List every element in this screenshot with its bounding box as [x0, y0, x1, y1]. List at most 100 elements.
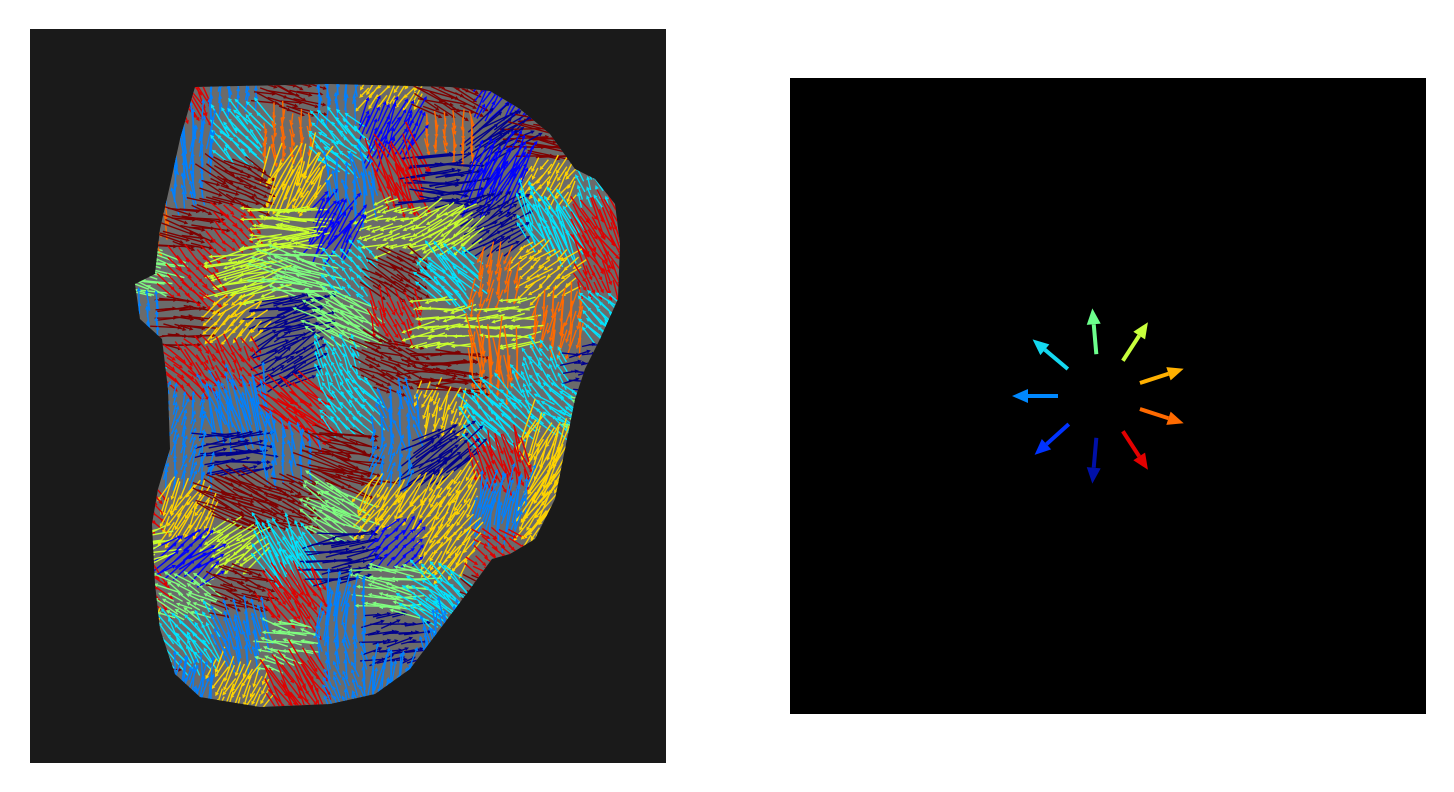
field-arrow-head [181, 160, 186, 165]
field-arrow-head [416, 285, 422, 290]
field-arrow-shaft [279, 205, 309, 214]
field-arrow-head [416, 267, 421, 272]
field-arrow-shaft [509, 255, 528, 270]
field-arrow-shaft [398, 168, 452, 180]
field-arrow-head [330, 221, 335, 226]
field-arrow-head [344, 112, 349, 117]
field-arrow-head [435, 106, 440, 111]
field-arrow-head [518, 255, 523, 259]
field-arrow-head [228, 97, 233, 103]
field-arrow-head [499, 221, 505, 226]
field-arrow-head [376, 209, 381, 214]
field-arrow-head [456, 270, 462, 275]
field-arrow-head [413, 105, 418, 111]
field-arrow-shaft [189, 230, 211, 242]
field-arrow-shaft [373, 106, 389, 137]
field-arrow-head [254, 247, 260, 252]
field-arrow-shaft [539, 181, 551, 200]
field-arrow-shaft [204, 238, 215, 251]
field-arrow-shaft [462, 144, 465, 164]
field-arrow-head [322, 227, 327, 232]
field-arrow-head [537, 203, 541, 208]
field-arrow-head [283, 257, 288, 261]
field-arrow-head [362, 219, 368, 223]
field-arrow-shaft [371, 439, 374, 452]
field-arrow-shaft [212, 196, 242, 205]
field-arrow-shaft [229, 110, 250, 133]
field-arrow-shaft [531, 193, 559, 230]
field-arrow-head [459, 160, 464, 165]
field-arrow-head [507, 117, 513, 122]
field-arrow-head [385, 218, 390, 222]
field-arrow-head [539, 165, 544, 171]
field-arrow-head [285, 216, 290, 221]
field-arrow-head [461, 246, 466, 251]
field-arrow-head [525, 222, 531, 226]
field-arrow-shaft [282, 96, 316, 107]
field-arrow-head [207, 98, 212, 103]
field-arrow-shaft [286, 268, 320, 279]
field-arrow-shaft [460, 206, 481, 216]
field-arrow-shaft [429, 212, 447, 224]
field-arrow-shaft [263, 122, 267, 132]
field-arrow-shaft [415, 84, 423, 89]
field-arrow-shaft [284, 187, 302, 211]
field-arrow-shaft [403, 216, 419, 221]
field-arrow-head [181, 151, 186, 156]
field-arrow-shaft [414, 93, 423, 108]
field-arrow-shaft [443, 117, 447, 137]
field-arrow-shaft [558, 207, 586, 252]
field-arrow-head [174, 169, 178, 174]
field-arrow-head [294, 103, 299, 108]
field-arrow-shaft [369, 94, 379, 107]
field-arrow-shaft [434, 126, 439, 146]
field-arrow-head [316, 84, 320, 89]
field-arrow-head [274, 274, 280, 279]
field-arrow-shaft [357, 117, 369, 144]
field-arrow-head [211, 149, 217, 154]
field-arrow-head [343, 96, 348, 101]
field-arrow-shaft [365, 109, 379, 135]
field-arrow-shaft [285, 165, 301, 198]
field-arrow-head [247, 111, 253, 117]
field-arrow-shaft [601, 206, 611, 228]
field-arrow-shaft [370, 162, 392, 200]
field-arrow-shaft [418, 243, 439, 264]
field-arrow-head [218, 102, 223, 107]
field-arrow-head [532, 175, 536, 181]
field-arrow-head [586, 186, 591, 191]
field-arrow-head [345, 226, 350, 231]
field-arrow-head [298, 252, 303, 257]
field-arrow-head [223, 126, 229, 131]
field-arrow-head [272, 210, 277, 215]
field-arrow-shaft [280, 100, 300, 104]
field-arrow-shaft [190, 173, 196, 197]
field-arrow-head [545, 255, 551, 260]
field-arrow-shaft [212, 137, 231, 160]
field-arrow-shaft [453, 146, 456, 162]
field-arrow-shaft [481, 170, 514, 218]
field-arrow-head [352, 94, 357, 99]
field-arrow-head [353, 125, 358, 130]
field-arrow-shaft [240, 230, 251, 241]
field-arrow-head [349, 219, 354, 225]
field-arrow-shaft [219, 210, 236, 225]
field-arrow-head [389, 245, 394, 250]
field-arrow-shaft [387, 130, 394, 150]
field-arrow-shaft [601, 260, 611, 282]
field-arrow-shaft [425, 128, 429, 144]
field-arrow-shaft [479, 265, 484, 277]
field-arrow-head [267, 244, 273, 249]
field-arrow-shaft [476, 106, 484, 119]
field-arrow-head [403, 127, 408, 133]
field-arrow-shaft [253, 257, 298, 272]
field-arrow-head [608, 281, 613, 286]
field-arrow-head [606, 269, 611, 274]
field-arrow-head [516, 221, 521, 227]
field-arrow-head [362, 214, 367, 219]
field-arrow-shaft [396, 255, 418, 271]
field-arrow-head [332, 200, 337, 205]
field-arrow-shaft [191, 95, 211, 124]
field-arrow-head [348, 239, 353, 244]
field-arrow-head [219, 130, 224, 135]
